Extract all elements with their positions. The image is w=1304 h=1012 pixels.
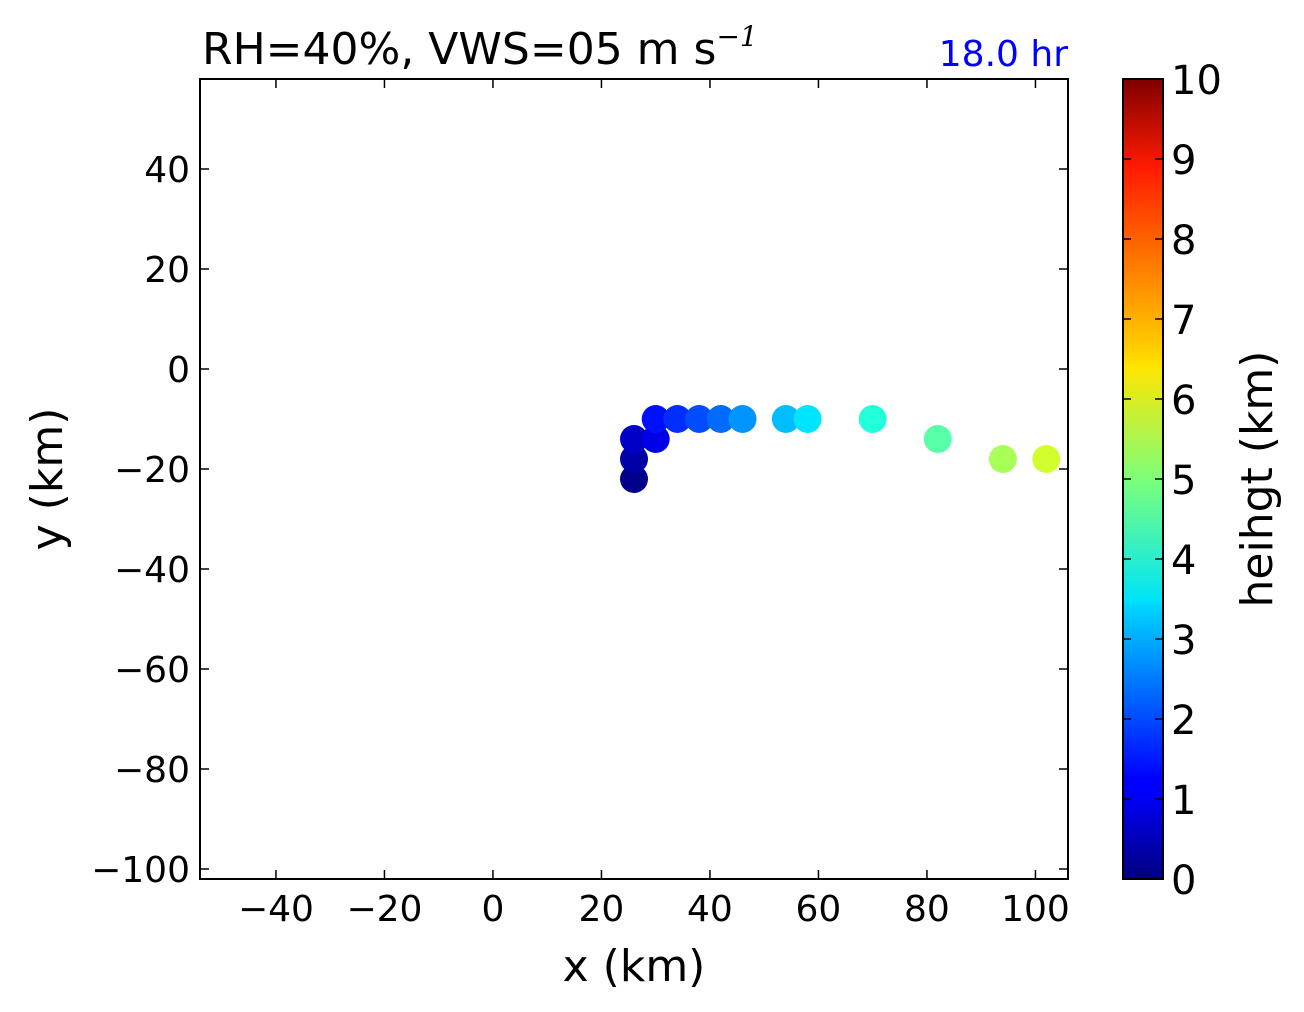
colorbar-tick-label: 5	[1171, 458, 1196, 504]
colorbar-ticks: 0 1 2 3 4 5 6 7 8 9 10	[1123, 58, 1222, 904]
x-tick-label: −20	[346, 889, 422, 930]
x-tick-label: 60	[796, 889, 842, 930]
scatter-point	[771, 405, 800, 433]
colorbar-tick-label: 9	[1171, 138, 1196, 184]
colorbar-tick-label: 2	[1171, 698, 1196, 744]
colorbar-tick-label: 1	[1171, 778, 1196, 824]
scatter-point	[706, 405, 735, 433]
time-label: 18.0 hr	[939, 34, 1068, 75]
y-tick-label: −100	[91, 850, 190, 891]
x-tick-label: 100	[1001, 889, 1070, 930]
scatter-point	[858, 405, 887, 433]
scatter-point	[663, 405, 692, 433]
colorbar-tick-label: 8	[1171, 218, 1196, 264]
colorbar-tick-label: 6	[1171, 378, 1196, 424]
scatter-point	[793, 405, 822, 433]
y-tick-label: 20	[144, 250, 190, 291]
colorbar-label: heihgt (km)	[1232, 351, 1283, 608]
x-tick-label: −40	[238, 889, 314, 930]
y-tick-label: −40	[114, 550, 190, 591]
scatter-point	[620, 445, 648, 473]
colorbar-tick-label: 10	[1171, 58, 1222, 104]
y-axis-label: y (km)	[22, 408, 73, 551]
chart-title: RH=40%, VWS=05 m s−1	[202, 20, 758, 75]
plot-frame	[199, 78, 1069, 880]
colorbar-tick-label: 4	[1171, 538, 1196, 584]
y-tick-label: 0	[167, 350, 190, 391]
x-tick-label: 0	[481, 889, 504, 930]
scatter-point	[988, 445, 1017, 473]
x-tick-label: 40	[687, 889, 733, 930]
y-tick-label: −60	[114, 650, 190, 691]
scatter-point	[923, 425, 952, 453]
data-points	[620, 405, 1061, 493]
y-tick-label: −20	[114, 450, 190, 491]
scatter-point	[728, 405, 757, 433]
x-axis-label: x (km)	[563, 941, 706, 992]
x-tick-label: 20	[579, 889, 625, 930]
scatter-point	[641, 405, 670, 433]
colorbar-tick-label: 3	[1171, 618, 1196, 664]
scatter-point	[685, 405, 714, 433]
scatter-point	[620, 425, 648, 453]
y-tick-label: 40	[144, 150, 190, 191]
y-tick-label: −80	[114, 750, 190, 791]
scatter-point	[1032, 445, 1061, 473]
scatter-point	[641, 425, 670, 453]
chart-title-superscript: −1	[716, 20, 757, 53]
colorbar-tick-label: 7	[1171, 298, 1196, 344]
colorbar-tick-label: 0	[1171, 858, 1196, 904]
axis-ticks: −40 −20 0 20 40 60 80 100 40 20 0 −20 −40 −60 −80 −100	[91, 79, 1070, 930]
x-tick-label: 80	[904, 889, 950, 930]
scatter-point	[620, 465, 648, 493]
